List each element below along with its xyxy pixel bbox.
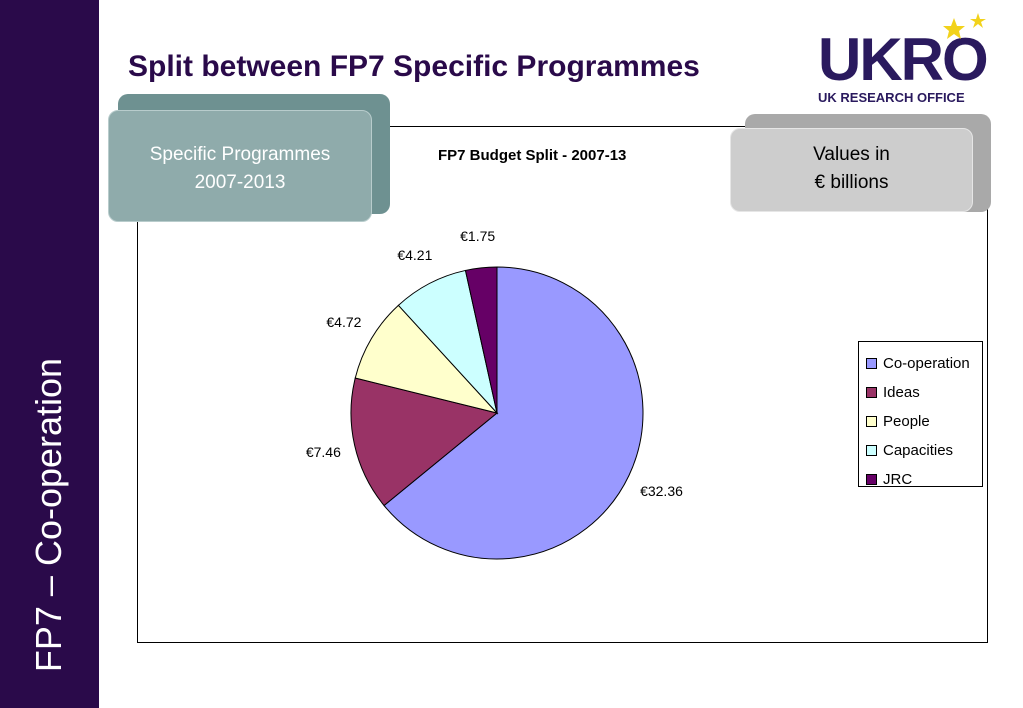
- chart-title: FP7 Budget Split - 2007-13: [438, 147, 627, 164]
- data-label-people: €4.72: [326, 314, 362, 331]
- legend-label: Ideas: [883, 384, 920, 401]
- pie-slice-jrc: [464, 266, 498, 414]
- chart-legend: Co-operation Ideas People Capacities JRC: [858, 341, 983, 488]
- legend-item-capacities: Capacities: [866, 436, 982, 465]
- data-label-co-operation: €32.36: [640, 482, 683, 499]
- legend-item-jrc: JRC: [866, 465, 982, 494]
- callout-right-line2: € billions: [814, 172, 889, 193]
- data-label-ideas: €7.46: [305, 444, 341, 461]
- callout-left-line1: Specific Programmes: [149, 144, 331, 165]
- ukro-logo: UKRO UK RESEARCH OFFICE: [812, 10, 1002, 110]
- slide-title: Split between FP7 Specific Programmes: [128, 50, 700, 83]
- legend-swatch: [866, 445, 877, 456]
- legend-swatch: [866, 474, 877, 485]
- legend-swatch: [866, 416, 877, 427]
- sidebar-band: FP7 – Co-operation: [0, 0, 99, 708]
- legend-item-ideas: Ideas: [866, 378, 982, 407]
- pie-slice-people: [354, 304, 499, 414]
- callout-right-line1: Values in: [813, 144, 890, 165]
- legend-label: People: [883, 413, 930, 430]
- legend-swatch: [866, 387, 877, 398]
- legend-label: JRC: [883, 471, 913, 488]
- data-label-capacities: €4.21: [397, 247, 433, 264]
- legend-item-co-operation: Co-operation: [866, 349, 982, 378]
- pie-slice-co-operation: [383, 266, 644, 560]
- legend-item-people: People: [866, 407, 982, 436]
- legend-swatch: [866, 358, 877, 369]
- callout-values-unit: Values in € billions: [730, 128, 973, 212]
- callout-specific-programmes: Specific Programmes 2007-2013: [108, 110, 372, 222]
- logo-stars-icon: [943, 13, 986, 39]
- logo-subtitle: UK RESEARCH OFFICE: [818, 90, 965, 105]
- legend-label: Capacities: [883, 442, 954, 459]
- pie-slice-ideas: [350, 377, 499, 507]
- callout-left-line2: 2007-2013: [194, 172, 286, 193]
- data-label-jrc: €1.75: [460, 228, 496, 245]
- legend-label: Co-operation: [883, 355, 970, 372]
- pie-slices: [350, 266, 644, 560]
